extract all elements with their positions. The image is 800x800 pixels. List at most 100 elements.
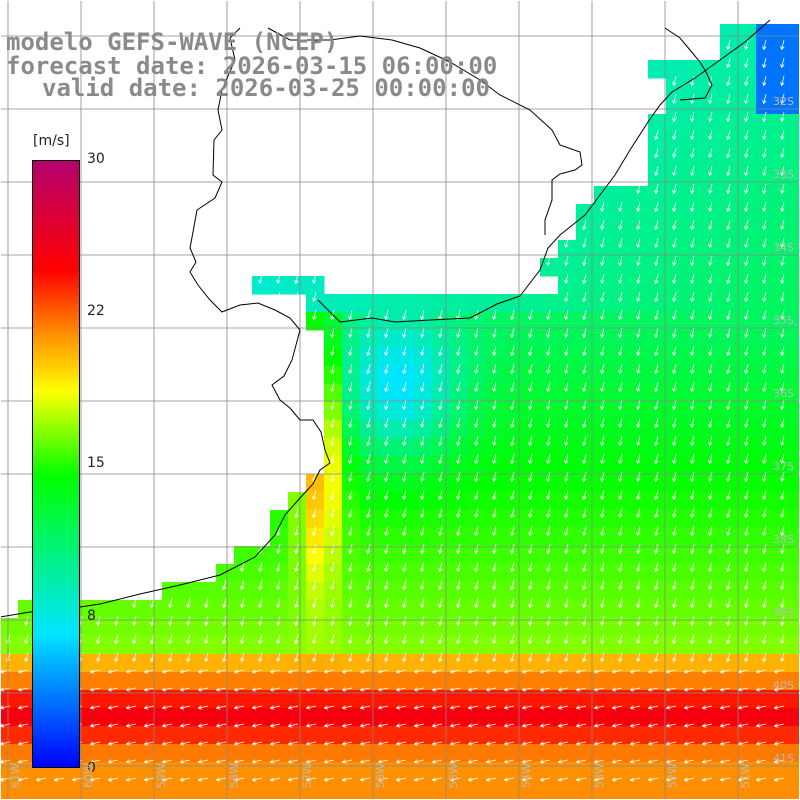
wind-cell (486, 582, 505, 601)
wind-arrow (582, 453, 587, 464)
wind-cell (702, 654, 721, 673)
wind-arrow (780, 597, 785, 608)
wind-arrow (636, 309, 641, 320)
wind-cell (108, 780, 127, 799)
wind-cell (666, 708, 685, 727)
wind-cell (792, 654, 800, 673)
wind-cell (558, 402, 577, 421)
wind-cell (738, 96, 757, 115)
wind-cell (360, 546, 379, 565)
wind-arrow (762, 543, 767, 554)
wind-cell (684, 636, 703, 655)
wind-arrow (755, 777, 767, 782)
wind-cell (522, 672, 541, 691)
wind-cell (450, 690, 469, 709)
wind-cell (666, 618, 685, 637)
wind-cell (702, 528, 721, 547)
wind-arrow (575, 687, 587, 692)
wind-cell (414, 618, 433, 637)
wind-cell (702, 402, 721, 421)
wind-arrow (762, 453, 767, 464)
wind-arrow (672, 579, 677, 590)
wind-cell (396, 600, 415, 619)
wind-arrow (726, 237, 731, 248)
wind-arrow (582, 435, 587, 446)
wind-cell (468, 348, 487, 367)
wind-cell (630, 348, 649, 367)
wind-cell (414, 330, 433, 349)
wind-arrow (726, 57, 731, 68)
wind-arrow (726, 525, 731, 536)
wind-cell (522, 564, 541, 583)
wind-cell (486, 546, 505, 565)
wind-arrow (438, 381, 443, 392)
wind-arrow (485, 777, 497, 782)
wind-arrow (143, 687, 155, 692)
wind-cell (558, 366, 577, 385)
wind-arrow (258, 615, 263, 626)
wind-cell (522, 420, 541, 439)
wind-arrow (600, 381, 605, 392)
wind-arrow (492, 345, 497, 356)
lat-label: 32S (773, 95, 794, 108)
wind-arrow (449, 777, 461, 782)
wind-cell (252, 672, 271, 691)
wind-arrow (413, 687, 425, 692)
wind-arrow (330, 561, 335, 572)
wind-arrow (600, 633, 605, 644)
wind-arrow (269, 687, 281, 692)
wind-arrow (690, 129, 695, 140)
wind-cell (594, 312, 613, 331)
wind-arrow (89, 741, 101, 746)
wind-cell (360, 762, 379, 781)
wind-arrow (168, 615, 173, 626)
wind-cell (720, 582, 739, 601)
wind-cell (324, 582, 343, 601)
wind-arrow (492, 327, 497, 338)
wind-arrow (744, 75, 749, 86)
wind-arrow (726, 345, 731, 356)
wind-arrow (762, 489, 767, 500)
colorbar-tick-15: 15 (87, 455, 105, 471)
wind-cell (486, 636, 505, 655)
wind-cell (666, 636, 685, 655)
wind-cell (576, 492, 595, 511)
wind-cell (558, 564, 577, 583)
wind-arrow (690, 597, 695, 608)
wind-cell (738, 330, 757, 349)
wind-arrow (701, 669, 713, 674)
wind-arrow (467, 741, 479, 746)
wind-arrow (726, 453, 731, 464)
wind-cell (522, 762, 541, 781)
wind-cell (774, 294, 793, 313)
wind-cell (252, 636, 271, 655)
wind-cell (738, 168, 757, 187)
wind-cell (450, 366, 469, 385)
wind-arrow (744, 525, 749, 536)
wind-arrow (474, 651, 479, 662)
wind-arrow (215, 687, 227, 692)
wind-arrow (575, 669, 587, 674)
wind-arrow (744, 507, 749, 518)
wind-speed-field (0, 24, 800, 800)
wind-cell (774, 186, 793, 205)
wind-arrows (0, 39, 785, 782)
wind-arrow (402, 633, 407, 644)
wind-arrow (492, 417, 497, 428)
wind-arrow (690, 75, 695, 86)
wind-arrow (726, 201, 731, 212)
wind-cell (504, 384, 523, 403)
wind-arrow (564, 327, 569, 338)
wind-cell (432, 420, 451, 439)
wind-arrow (654, 345, 659, 356)
wind-arrow (672, 651, 677, 662)
wind-cell (720, 618, 739, 637)
wind-cell (540, 510, 559, 529)
wind-arrow (762, 399, 767, 410)
wind-cell (756, 24, 775, 43)
wind-cell (684, 780, 703, 799)
wind-cell (360, 600, 379, 619)
wind-cell (324, 762, 343, 781)
wind-cell (324, 366, 343, 385)
wind-arrow (528, 399, 533, 410)
